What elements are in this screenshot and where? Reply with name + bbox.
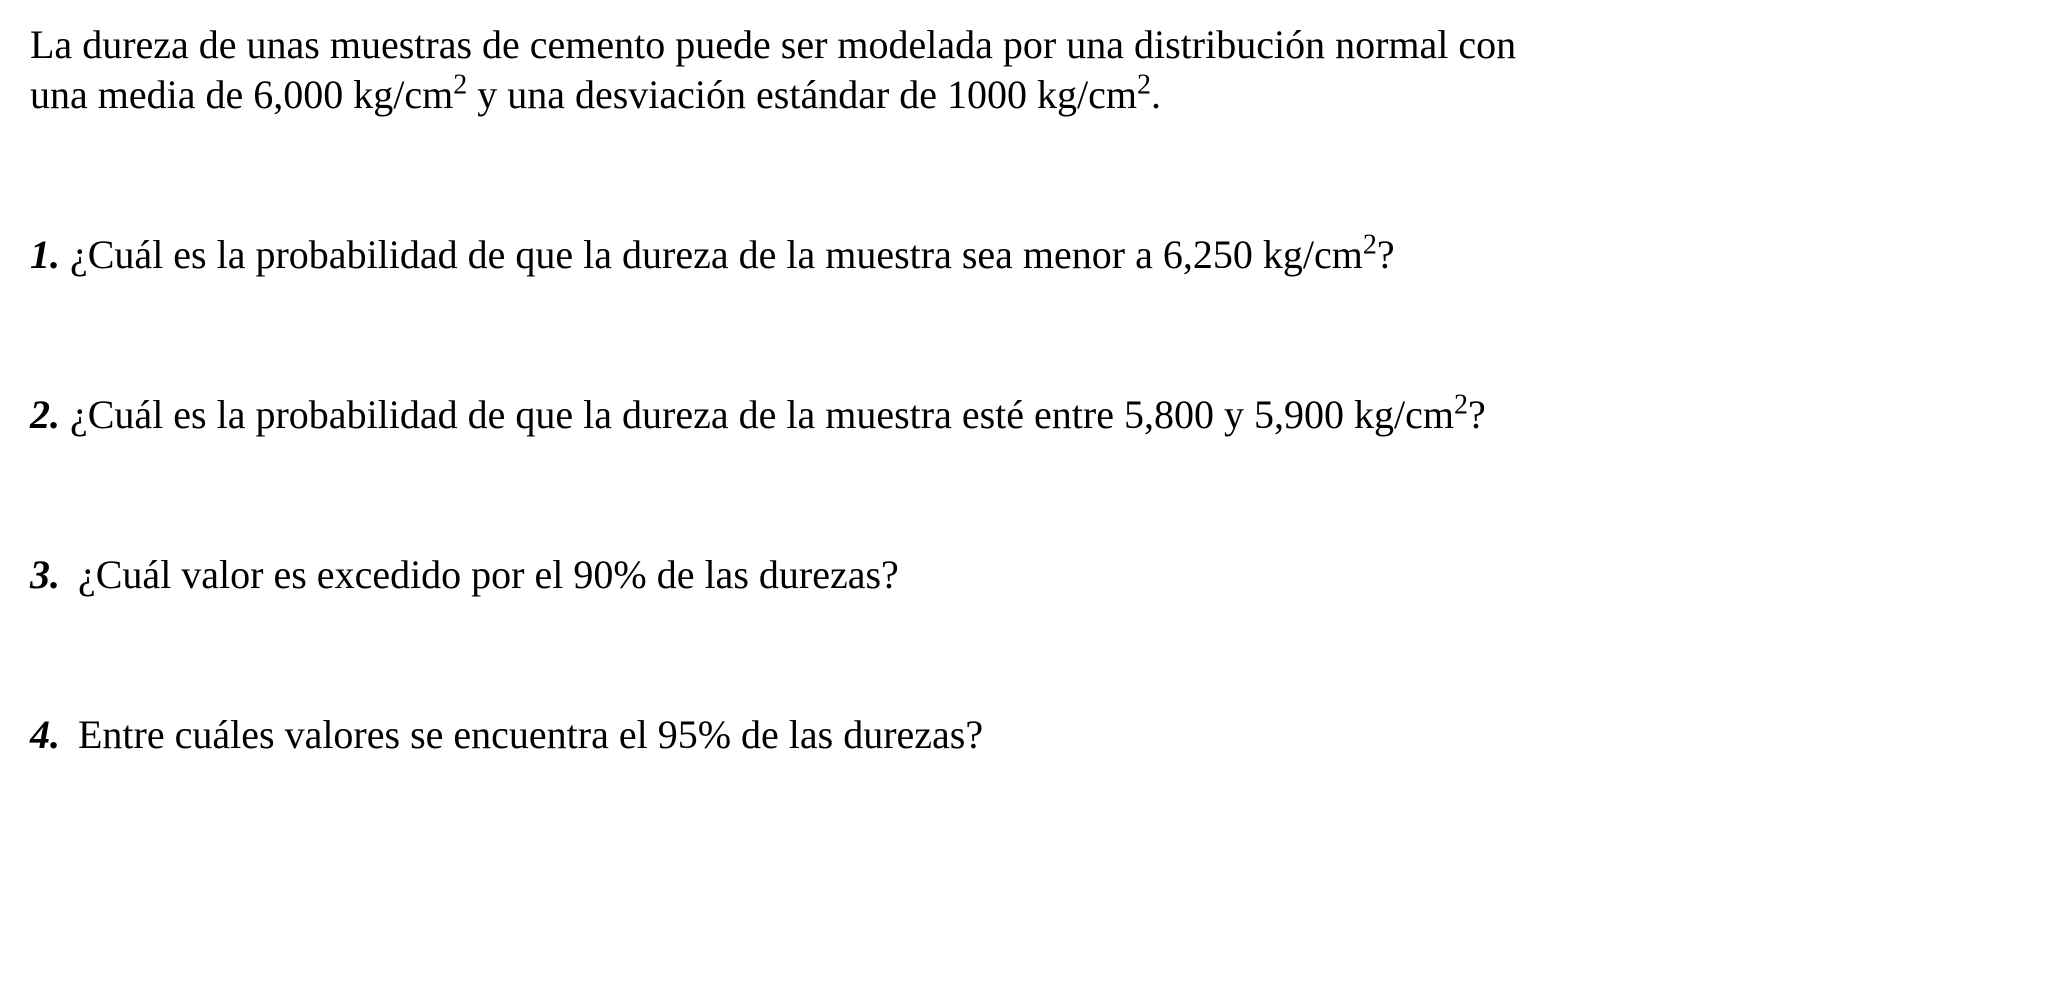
intro-line2-mid: y una desviación estándar de 1000 kg/cm — [467, 72, 1137, 117]
intro-line2-pre: una media de 6,000 kg/cm — [30, 72, 453, 117]
question-4-text: Entre cuáles valores se encuentra el 95%… — [78, 712, 983, 757]
question-3-text: ¿Cuál valor es excedido por el 90% de la… — [78, 552, 899, 597]
intro-line2-end: . — [1151, 72, 1161, 117]
question-2-text-pre: ¿Cuál es la probabilidad de que la durez… — [60, 392, 1454, 437]
problem-statement: La dureza de unas muestras de cemento pu… — [30, 20, 2035, 120]
question-3-number: 3. — [30, 552, 60, 597]
question-2: 2. ¿Cuál es la probabilidad de que la du… — [30, 390, 2035, 440]
question-2-text-post: ? — [1468, 392, 1486, 437]
question-3: 3. ¿Cuál valor es excedido por el 90% de … — [30, 550, 2035, 600]
intro-line1: La dureza de unas muestras de cemento pu… — [30, 22, 1516, 67]
question-2-sup: 2 — [1454, 390, 1468, 421]
question-1-number: 1. — [30, 232, 60, 277]
question-4-number: 4. — [30, 712, 60, 757]
intro-sup1: 2 — [453, 70, 467, 101]
question-1: 1. ¿Cuál es la probabilidad de que la du… — [30, 230, 2035, 280]
question-4: 4. Entre cuáles valores se encuentra el 9… — [30, 710, 2035, 760]
question-2-number: 2. — [30, 392, 60, 437]
question-1-text-post: ? — [1377, 232, 1395, 277]
intro-sup2: 2 — [1137, 70, 1151, 101]
question-1-sup: 2 — [1363, 230, 1377, 261]
document-page: La dureza de unas muestras de cemento pu… — [0, 0, 2065, 780]
question-1-text-pre: ¿Cuál es la probabilidad de que la durez… — [60, 232, 1363, 277]
